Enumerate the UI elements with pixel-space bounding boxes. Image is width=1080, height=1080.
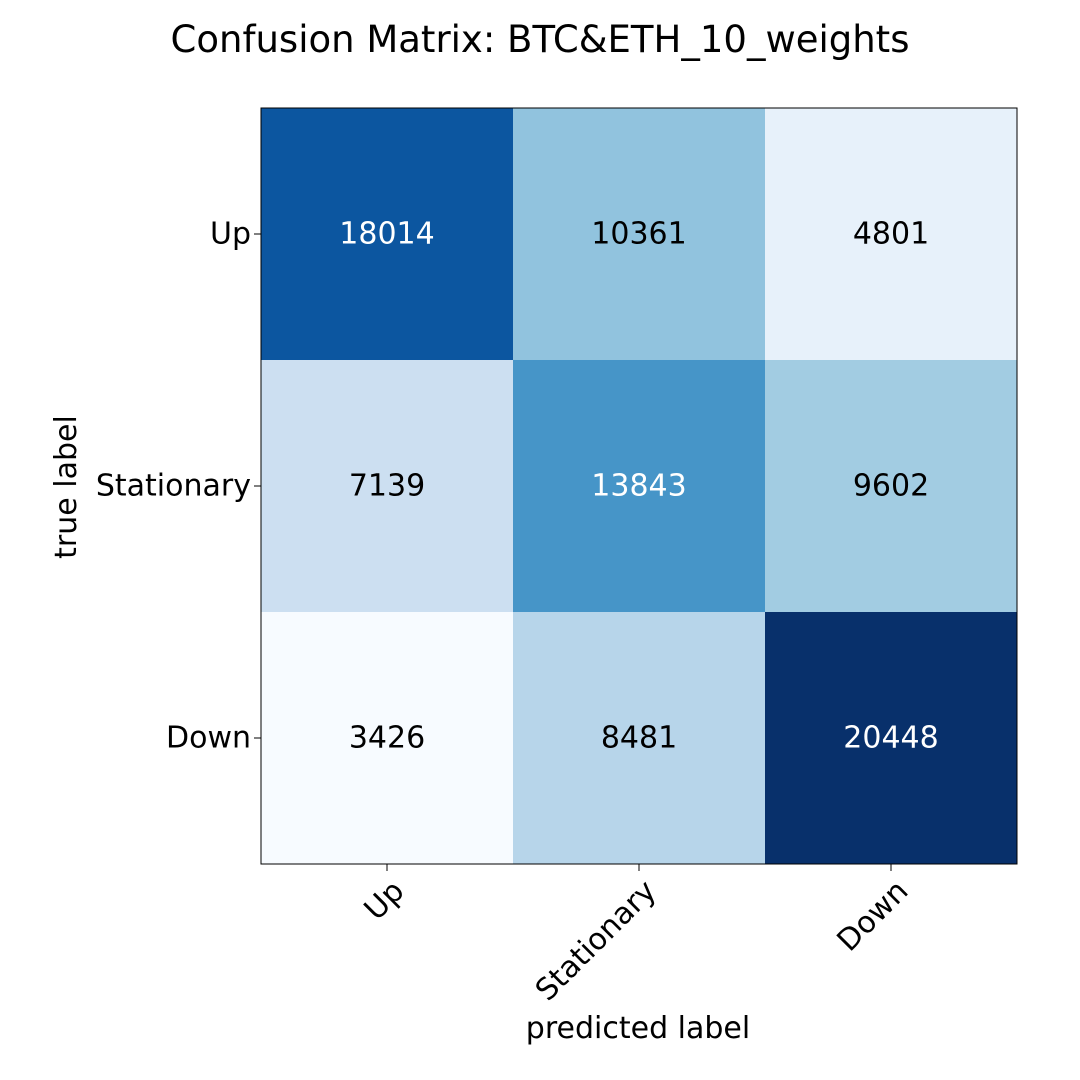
x-axis-ticks: Up Stationary Down (358, 864, 916, 1008)
heatmap-cell (765, 108, 1017, 360)
heatmap-cells (261, 108, 1017, 864)
x-tick-label: Down (831, 874, 916, 959)
heatmap-cell (261, 108, 513, 360)
y-tick-label: Up (210, 217, 251, 252)
heatmap-cell (765, 360, 1017, 612)
y-axis-ticks: Up Stationary Down (96, 217, 261, 756)
y-tick-label: Down (166, 721, 251, 756)
heatmap-cell-value: 8481 (601, 721, 677, 756)
y-axis-label: true label (49, 415, 84, 559)
chart-title: Confusion Matrix: BTC&ETH_10_weights (171, 18, 910, 61)
heatmap-cell-value: 3426 (349, 721, 425, 756)
heatmap-cell-value: 13843 (591, 469, 686, 504)
heatmap-cell (513, 612, 765, 864)
heatmap-cell-value: 18014 (339, 217, 434, 252)
heatmap-cell (765, 612, 1017, 864)
x-tick-label: Stationary (529, 874, 663, 1008)
heatmap-cell-value: 10361 (591, 217, 686, 252)
heatmap-cell-value: 4801 (853, 217, 929, 252)
x-tick-label: Up (358, 874, 412, 928)
heatmap-cell (261, 612, 513, 864)
heatmap-cell (513, 108, 765, 360)
heatmap-cell (261, 360, 513, 612)
x-axis-label: predicted label (526, 1011, 750, 1046)
heatmap-cell-value: 20448 (843, 721, 938, 756)
y-tick-label: Stationary (96, 469, 251, 504)
heatmap-cell-labels: 18014 10361 4801 7139 13843 9602 3426 8481 20448 (339, 217, 938, 756)
heatmap-cell-value: 9602 (853, 469, 929, 504)
heatmap-cell (513, 360, 765, 612)
heatmap-cell-value: 7139 (349, 469, 425, 504)
